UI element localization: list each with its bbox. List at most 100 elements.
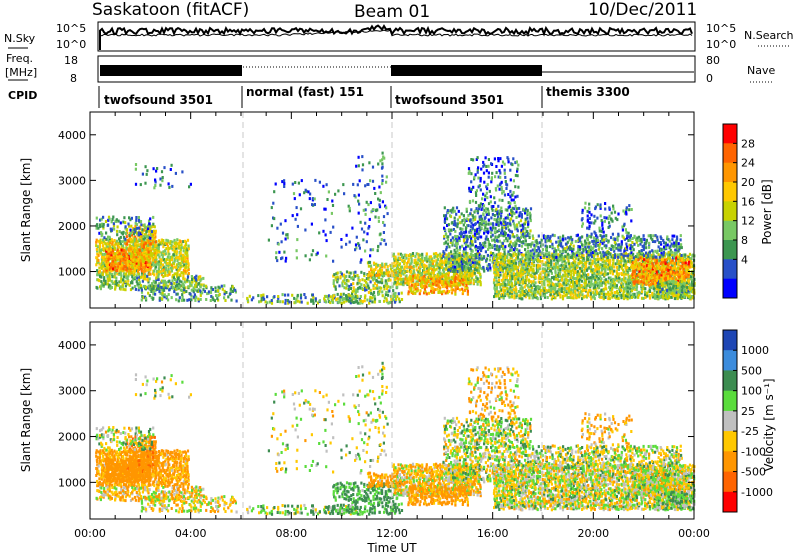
power-cell [443,289,446,293]
power-cell [149,217,152,221]
power-cell [214,289,217,293]
power-cell [613,265,616,269]
power-cell [590,265,593,269]
power-cell [405,253,408,257]
power-cell [538,259,541,263]
power-cell [414,254,417,258]
power-cell [99,287,102,291]
power-cell [122,257,125,261]
power-cell [375,279,379,283]
power-cell [616,289,619,293]
power-cell [385,282,389,286]
power-cell [173,290,176,294]
power-cell [107,279,110,283]
power-cell [185,262,188,265]
power-cell [396,295,399,299]
power-cell [114,260,117,264]
power-cell [332,282,335,285]
power-cell [184,271,187,275]
power-cell [124,284,127,288]
power-cell [142,252,145,256]
power-cell [105,273,108,277]
power-cell [139,220,143,223]
power-cell [195,282,198,286]
power-cell [181,253,184,257]
power-cell [367,203,370,207]
power-cell [475,268,478,272]
power-cell [528,262,531,266]
power-cell [107,215,111,219]
power-cell [518,249,521,253]
power-cell [376,285,379,289]
power-cell [341,295,344,299]
power-cell [358,279,361,282]
power-cell [143,259,146,263]
nsearch-label: N.Search [744,29,794,42]
power-cell [373,282,376,285]
power-cell [135,274,138,278]
power-cell [153,263,156,267]
power-cell [467,213,470,217]
power-cell [379,264,382,267]
power-cell [112,222,115,226]
power-cell [352,282,355,286]
power-cell [183,277,186,281]
power-cell [477,166,480,170]
power-cell [170,246,174,250]
power-cell [177,276,180,280]
power-cell [398,273,401,277]
power-cell [180,264,183,268]
power-cell [223,296,226,300]
power-cell [517,252,520,256]
power-cell [485,191,488,195]
power-cell [489,266,492,270]
power-cell [371,165,375,169]
power-cell [401,258,404,262]
power-cell [560,290,564,294]
power-cell [166,239,170,243]
power-cell [560,286,563,290]
power-cell [596,252,599,256]
power-cell [176,287,179,291]
power-cell [102,215,105,219]
power-cell [624,280,627,284]
power-cell [414,282,417,286]
power-cell [118,262,121,266]
power-cell [392,270,395,274]
power-cell [164,252,167,256]
power-cell [358,301,361,305]
power-cell [416,261,419,265]
power-cell [101,224,104,228]
power-cell [135,261,138,265]
power-cell [416,276,420,280]
power-cell [398,300,401,304]
power-cell [346,295,349,299]
power-cell [432,286,435,290]
power-cell [139,275,142,279]
power-cell [130,216,133,220]
power-cell [148,277,151,281]
power-cell [234,290,237,294]
power-cell [356,281,359,285]
power-cell [140,232,143,236]
power-cell [117,283,120,287]
power-cell [432,259,435,263]
power-cell [149,253,152,257]
power-cell [480,254,483,258]
power-cell [130,249,133,253]
power-cell [105,260,108,264]
power-cell [484,210,488,214]
power-cell [550,276,554,280]
power-cell [116,233,119,237]
power-cell [360,227,364,231]
power-cell [361,168,364,172]
power-cell [118,230,121,233]
power-cell [502,277,505,281]
power-cell [509,189,512,193]
power-cell [497,253,500,257]
power-cell [157,275,160,279]
power-cell [154,260,157,264]
power-cell [440,279,443,283]
power-cell [432,264,435,268]
power-cell [427,280,430,284]
